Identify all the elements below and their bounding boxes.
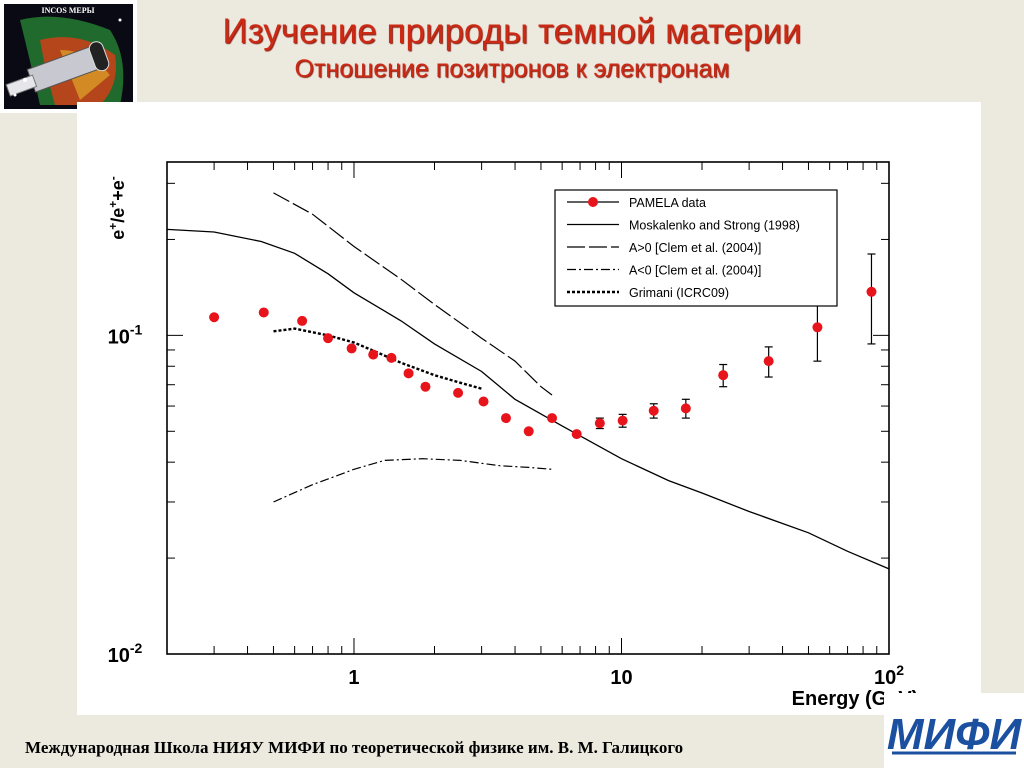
mifi-logo: МИФИ <box>884 693 1024 768</box>
data-point <box>368 349 379 360</box>
legend-label: A<0 [Clem et al. (2004)] <box>629 264 761 278</box>
legend-label: PAMELA data <box>629 196 706 210</box>
data-point <box>571 429 582 440</box>
data-point <box>386 352 397 363</box>
axis-ticks <box>166 162 889 655</box>
series-line-3 <box>273 458 553 503</box>
svg-text:МИФИ: МИФИ <box>887 710 1023 759</box>
data-point <box>346 343 357 354</box>
series-line-1 <box>166 228 890 570</box>
data-point <box>297 315 308 326</box>
data-point <box>453 387 464 398</box>
data-point <box>500 413 511 424</box>
legend-box <box>554 189 838 307</box>
x-tick-label: 10 <box>610 667 632 689</box>
plot-frame <box>166 161 890 655</box>
satellite-logo-image: INCOS МЕРЫ <box>4 4 133 109</box>
data-point <box>523 426 534 437</box>
data-point <box>478 396 489 407</box>
legend-label: Grimani (ICRC09) <box>629 286 729 300</box>
legend-swatch-marker <box>588 197 598 207</box>
mifi-logo-image: МИФИ <box>887 710 1023 759</box>
data-point <box>420 381 431 392</box>
data-point <box>209 312 220 323</box>
data-point <box>547 413 558 424</box>
data-point <box>680 403 691 414</box>
data-point <box>718 370 729 381</box>
data-point <box>617 415 628 426</box>
legend-label: Moskalenko and Strong (1998) <box>629 219 800 233</box>
chart-legend: PAMELA data Moskalenko and Strong (1998) A… <box>554 189 838 307</box>
svg-text:e+/e++e-: e+/e++e- <box>106 176 128 240</box>
tick-labels: 1 10 102 10-2 10-1 <box>108 321 905 689</box>
page-title: Изучение природы темной материи <box>222 12 802 51</box>
data-point <box>763 356 774 367</box>
data-point <box>258 307 269 318</box>
page-subtitle: Отношение позитронов к электронам <box>294 55 730 83</box>
footer-text: Международная Школа НИЯУ МИФИ по теорети… <box>25 738 684 757</box>
data-point <box>594 418 605 429</box>
x-tick-label: 1 <box>348 667 359 689</box>
y-axis-label: e+/e++e- <box>106 176 128 240</box>
data-point <box>648 405 659 416</box>
series-line-2 <box>273 192 553 396</box>
incos-logo: INCOS МЕРЫ <box>0 0 137 113</box>
data-point <box>866 286 877 297</box>
data-point <box>403 368 414 379</box>
y-tick-label: 10-1 <box>108 321 143 348</box>
x-tick-label: 102 <box>874 662 904 689</box>
legend-label: A>0 [Clem et al. (2004)] <box>629 241 761 255</box>
svg-text:INCOS МЕРЫ: INCOS МЕРЫ <box>42 6 95 15</box>
chart-panel: 1 10 102 10-2 10-1 Energy (GeV) e+/e++e- PAM… <box>77 102 981 715</box>
y-tick-label: 10-2 <box>108 640 143 667</box>
data-point <box>812 322 823 333</box>
pamela-points <box>209 253 877 440</box>
data-point <box>323 333 334 344</box>
title-block: Изучение природы темной материи Отношени… <box>140 10 884 84</box>
series-line-4 <box>273 327 482 390</box>
